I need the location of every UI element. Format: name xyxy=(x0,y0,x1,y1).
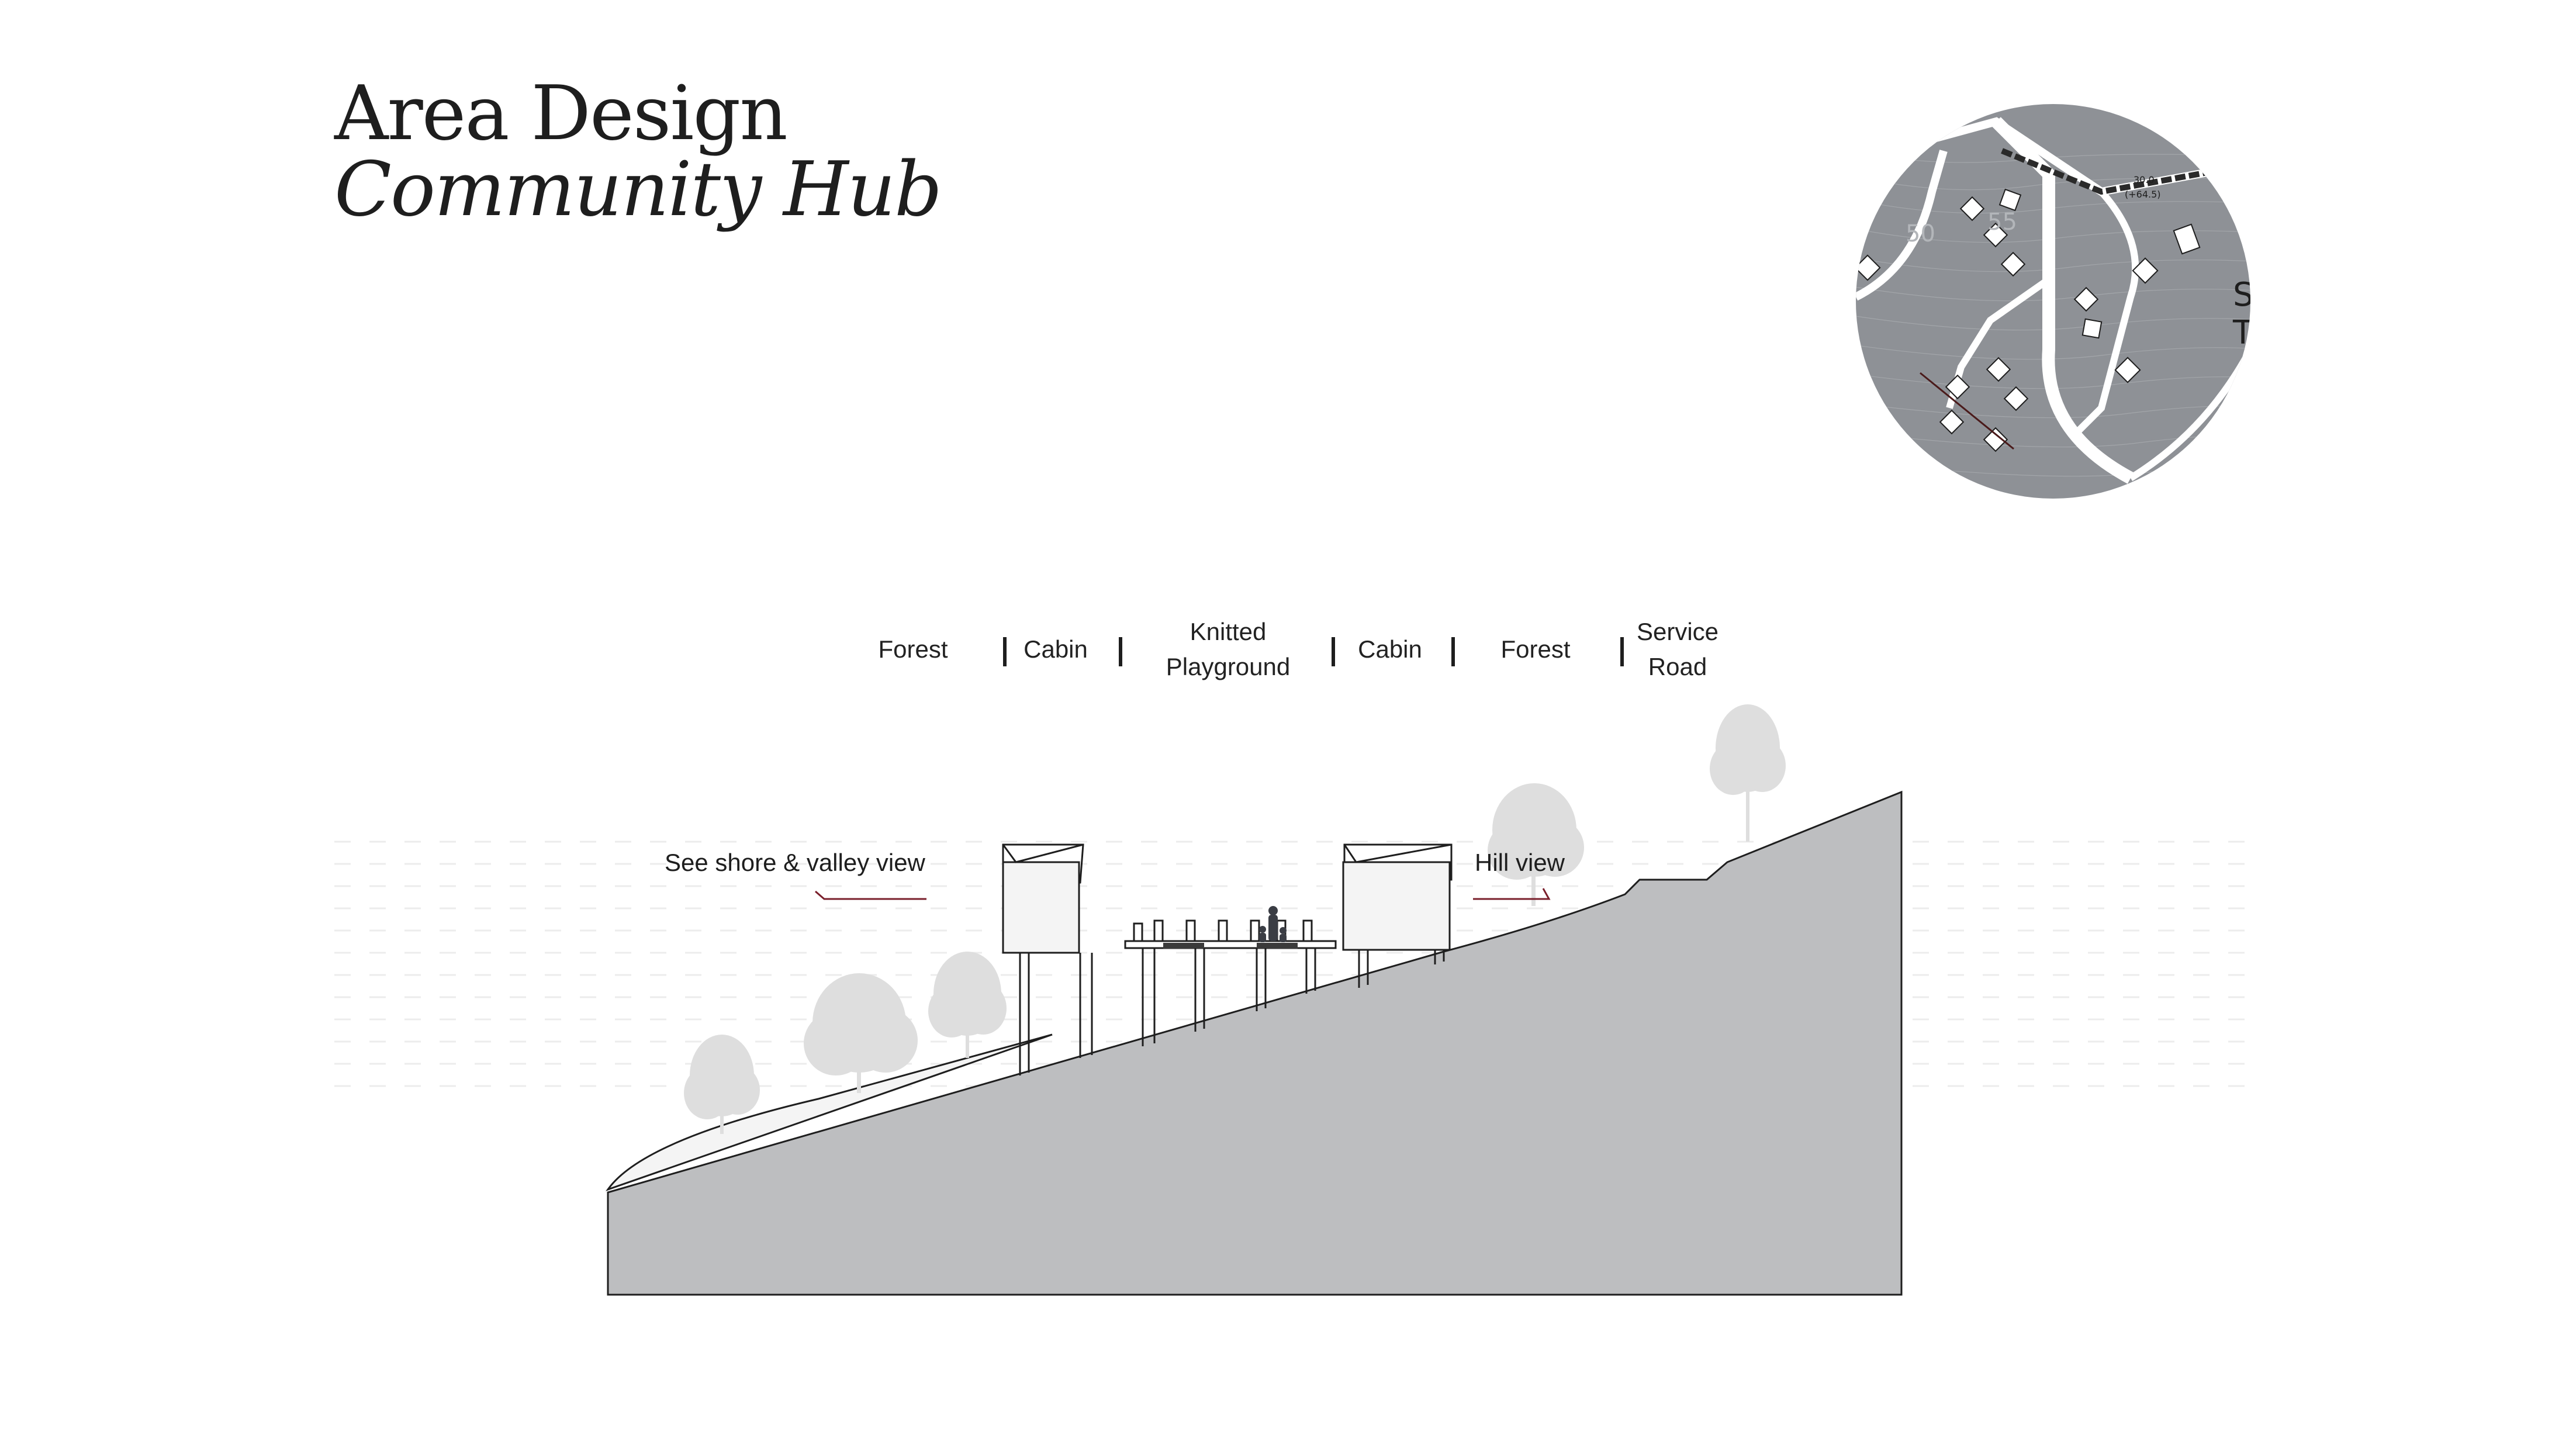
zone-label-forest-right: Forest xyxy=(1500,635,1571,663)
edge-letter-s: S xyxy=(2233,276,2250,314)
hill-view-label: Hill view xyxy=(1475,849,1565,876)
far-slope xyxy=(606,1033,1053,1191)
title-block: Area Design Community Hub xyxy=(334,70,942,233)
road-level-label: 30.0 xyxy=(2134,174,2155,185)
tree xyxy=(1488,783,1584,906)
zone-separator xyxy=(1620,637,1624,666)
zone-label-cabin-right: Cabin xyxy=(1358,635,1422,663)
section-cut-line xyxy=(1920,372,2014,450)
road-level-sublabel: (+64.5) xyxy=(2125,189,2161,200)
page-title: Area Design xyxy=(334,70,788,157)
ground-section xyxy=(607,790,1903,1296)
tree xyxy=(1710,704,1786,842)
zone-separator xyxy=(1119,637,1122,666)
tree xyxy=(804,973,918,1093)
cabin-left xyxy=(1002,843,1093,1075)
page-subtitle: Community Hub xyxy=(334,146,942,233)
cabin-right xyxy=(1342,843,1453,988)
tree xyxy=(928,952,1007,1058)
building-footprints xyxy=(1856,188,2201,452)
knitted-playground-structure xyxy=(1124,906,1337,1046)
zone-label-forest-left: Forest xyxy=(878,635,948,663)
tree xyxy=(684,1035,760,1134)
zone-label-cabin-left: Cabin xyxy=(1024,635,1088,663)
shore-view-pointer xyxy=(815,890,926,900)
people-figures xyxy=(1259,906,1287,942)
hill-view-pointer xyxy=(1473,888,1551,900)
zone-separator xyxy=(1451,637,1455,666)
zone-label-knitted-playground: Knitted Playground xyxy=(1166,618,1291,680)
contour-label-50: 50 xyxy=(1906,220,1935,247)
site-plan-map: 50 55 30.0 (+64.5) S T xyxy=(1856,104,2250,499)
contour-label-55: 55 xyxy=(1987,209,2017,236)
zone-separator xyxy=(1332,637,1335,666)
zone-separator xyxy=(1003,637,1007,666)
trees xyxy=(684,704,1786,1134)
shore-view-label: See shore & valley view xyxy=(665,849,925,876)
zone-label-service-road: Service Road xyxy=(1636,618,1719,680)
